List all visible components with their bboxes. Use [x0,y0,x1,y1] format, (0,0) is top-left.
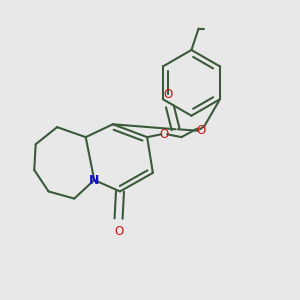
Text: O: O [164,88,173,101]
Text: N: N [89,173,100,187]
Text: O: O [160,128,169,141]
Text: O: O [197,124,206,137]
Text: O: O [114,225,123,238]
